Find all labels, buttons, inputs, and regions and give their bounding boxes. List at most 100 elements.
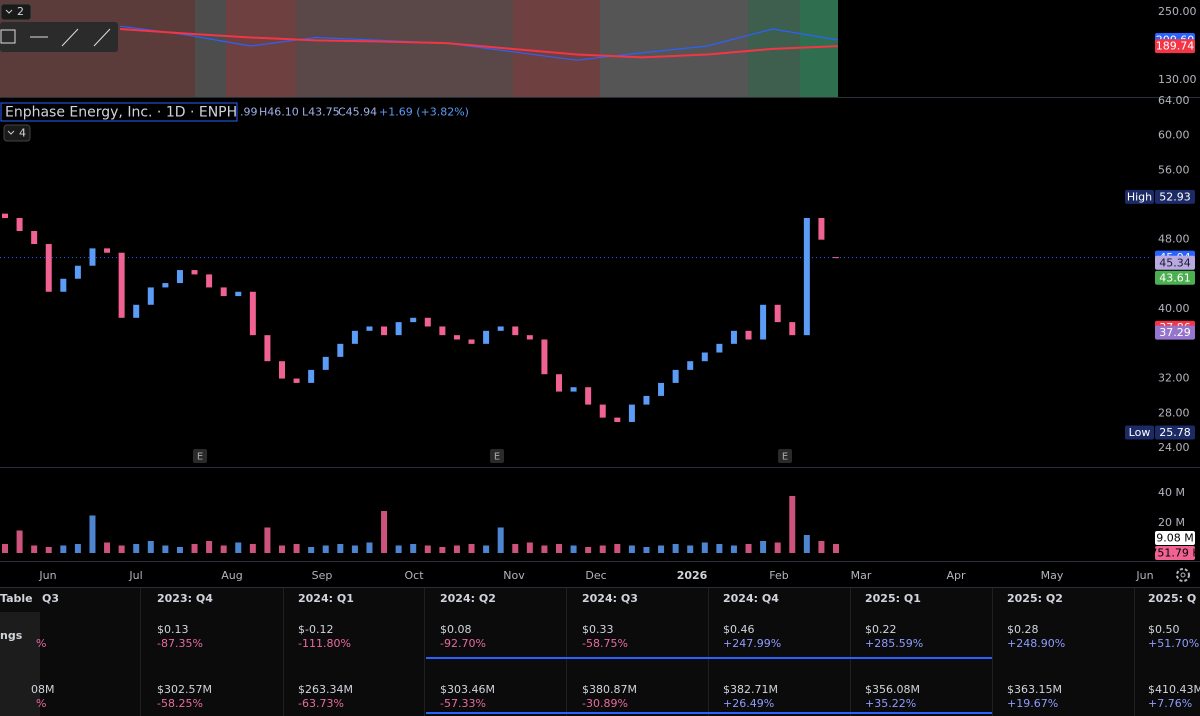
row-label: ngs xyxy=(0,629,23,642)
revenue-change: -57.33% xyxy=(440,697,486,710)
candle-body xyxy=(424,317,431,327)
price-badge-text: 25.78 xyxy=(1159,426,1191,439)
earnings-label: E xyxy=(197,452,203,463)
trend-tool[interactable] xyxy=(61,28,79,47)
symbol-box[interactable] xyxy=(0,102,238,122)
volume-bar xyxy=(818,540,825,553)
price-badge-text: 9.08 M xyxy=(1156,532,1193,545)
candle-body xyxy=(220,287,227,297)
candle-body xyxy=(235,291,242,297)
revenue-value: $263.34M xyxy=(298,683,353,696)
volume-bar xyxy=(395,545,402,553)
volume-bar xyxy=(453,545,460,553)
candle-body xyxy=(439,326,446,336)
price-badge xyxy=(1155,39,1195,54)
y-tick-label: 40 M xyxy=(1158,486,1185,499)
candle-body xyxy=(818,217,825,240)
volume-bar xyxy=(701,542,708,553)
price-badge xyxy=(1155,255,1195,270)
candle-body xyxy=(206,274,213,288)
candle-body xyxy=(308,369,315,383)
session-shade xyxy=(226,0,296,97)
column-header: 2024: Q2 xyxy=(440,592,496,605)
earnings-marker xyxy=(193,449,207,463)
volume-bar xyxy=(322,545,329,553)
volume-bar xyxy=(293,543,300,553)
revenue-change: +35.22% xyxy=(865,697,916,710)
y-tick-label: 64.00 xyxy=(1158,94,1190,107)
revenue-value: 08M xyxy=(31,683,55,696)
indicator-line xyxy=(119,25,839,61)
candle-body xyxy=(643,395,650,405)
column-header: 2025: Q2 xyxy=(1007,592,1063,605)
rect-tool[interactable] xyxy=(0,29,16,44)
candle-body xyxy=(570,387,577,392)
candle-body xyxy=(453,335,460,340)
toolbar-bg xyxy=(0,22,118,52)
y-tick-label: 130.00 xyxy=(1158,73,1197,86)
y-tick-label: 40.00 xyxy=(1158,302,1190,315)
candle-body xyxy=(395,322,402,336)
earnings-label: E xyxy=(494,452,500,463)
pane-count: 2 xyxy=(17,5,24,18)
candle-body xyxy=(351,330,358,344)
column-header: 2025: Q1 xyxy=(865,592,921,605)
eps-value: $0.50 xyxy=(1148,623,1180,636)
candle-body xyxy=(74,265,81,279)
y-tick-label: 250.00 xyxy=(1158,5,1197,18)
volume-bar xyxy=(833,543,839,553)
candle-body xyxy=(31,231,38,245)
price-badge xyxy=(1155,325,1195,340)
gear[interactable] xyxy=(1176,568,1190,582)
ohlc-legend: .99 xyxy=(240,106,258,119)
eps-change: +247.99% xyxy=(723,637,781,650)
revenue-change: % xyxy=(36,697,46,710)
session-shade xyxy=(296,0,513,97)
volume-bar xyxy=(803,534,810,553)
chevron xyxy=(5,9,13,14)
row-label-column xyxy=(0,612,40,716)
volume-bar xyxy=(162,545,169,553)
session-shade xyxy=(800,0,838,97)
earnings-label: E xyxy=(782,452,788,463)
candle-body xyxy=(730,330,737,344)
volume-bar xyxy=(366,542,373,553)
volume-bar xyxy=(541,545,548,553)
candle-body xyxy=(293,378,300,383)
ohlc-legend: +1.69 (+3.82%) xyxy=(379,106,469,119)
candle-body xyxy=(410,317,417,323)
price-badge-text: 43.61 xyxy=(1159,271,1191,284)
volume-bar xyxy=(279,545,285,553)
candle-body xyxy=(147,287,154,305)
revenue-value: $363.15M xyxy=(1007,683,1062,696)
candle-body xyxy=(541,339,548,375)
time-label: Sep xyxy=(312,569,333,582)
settings-gear[interactable] xyxy=(1176,568,1190,582)
column-header: 2025: Q xyxy=(1148,592,1196,605)
time-label: Dec xyxy=(585,569,606,582)
eps-change: % xyxy=(36,637,46,650)
candle-body xyxy=(599,404,606,418)
revenue-change: +7.76% xyxy=(1148,697,1192,710)
earnings-marker xyxy=(490,449,504,463)
ray-tool[interactable] xyxy=(93,28,111,47)
session-shade xyxy=(600,0,748,97)
time-label: Feb xyxy=(769,569,788,582)
eps-change: -111.80% xyxy=(298,637,351,650)
eps-value: $0.08 xyxy=(440,623,472,636)
volume-bar xyxy=(760,540,767,553)
column-header: 2024: Q3 xyxy=(582,592,638,605)
price-badge xyxy=(1155,425,1195,440)
toggle-box[interactable] xyxy=(0,3,32,21)
price-badge-text: 45.34 xyxy=(1159,256,1191,269)
volume-bar xyxy=(599,545,606,553)
top-pane-toggle[interactable]: 2 xyxy=(0,3,32,21)
y-tick-label: 48.00 xyxy=(1158,233,1190,246)
main-pane-toggle[interactable]: 4 xyxy=(3,124,31,142)
toggle-box[interactable] xyxy=(3,124,31,142)
volume-bar xyxy=(16,530,23,553)
time-label: Jun xyxy=(1135,569,1153,582)
revenue-value: $380.87M xyxy=(582,683,637,696)
